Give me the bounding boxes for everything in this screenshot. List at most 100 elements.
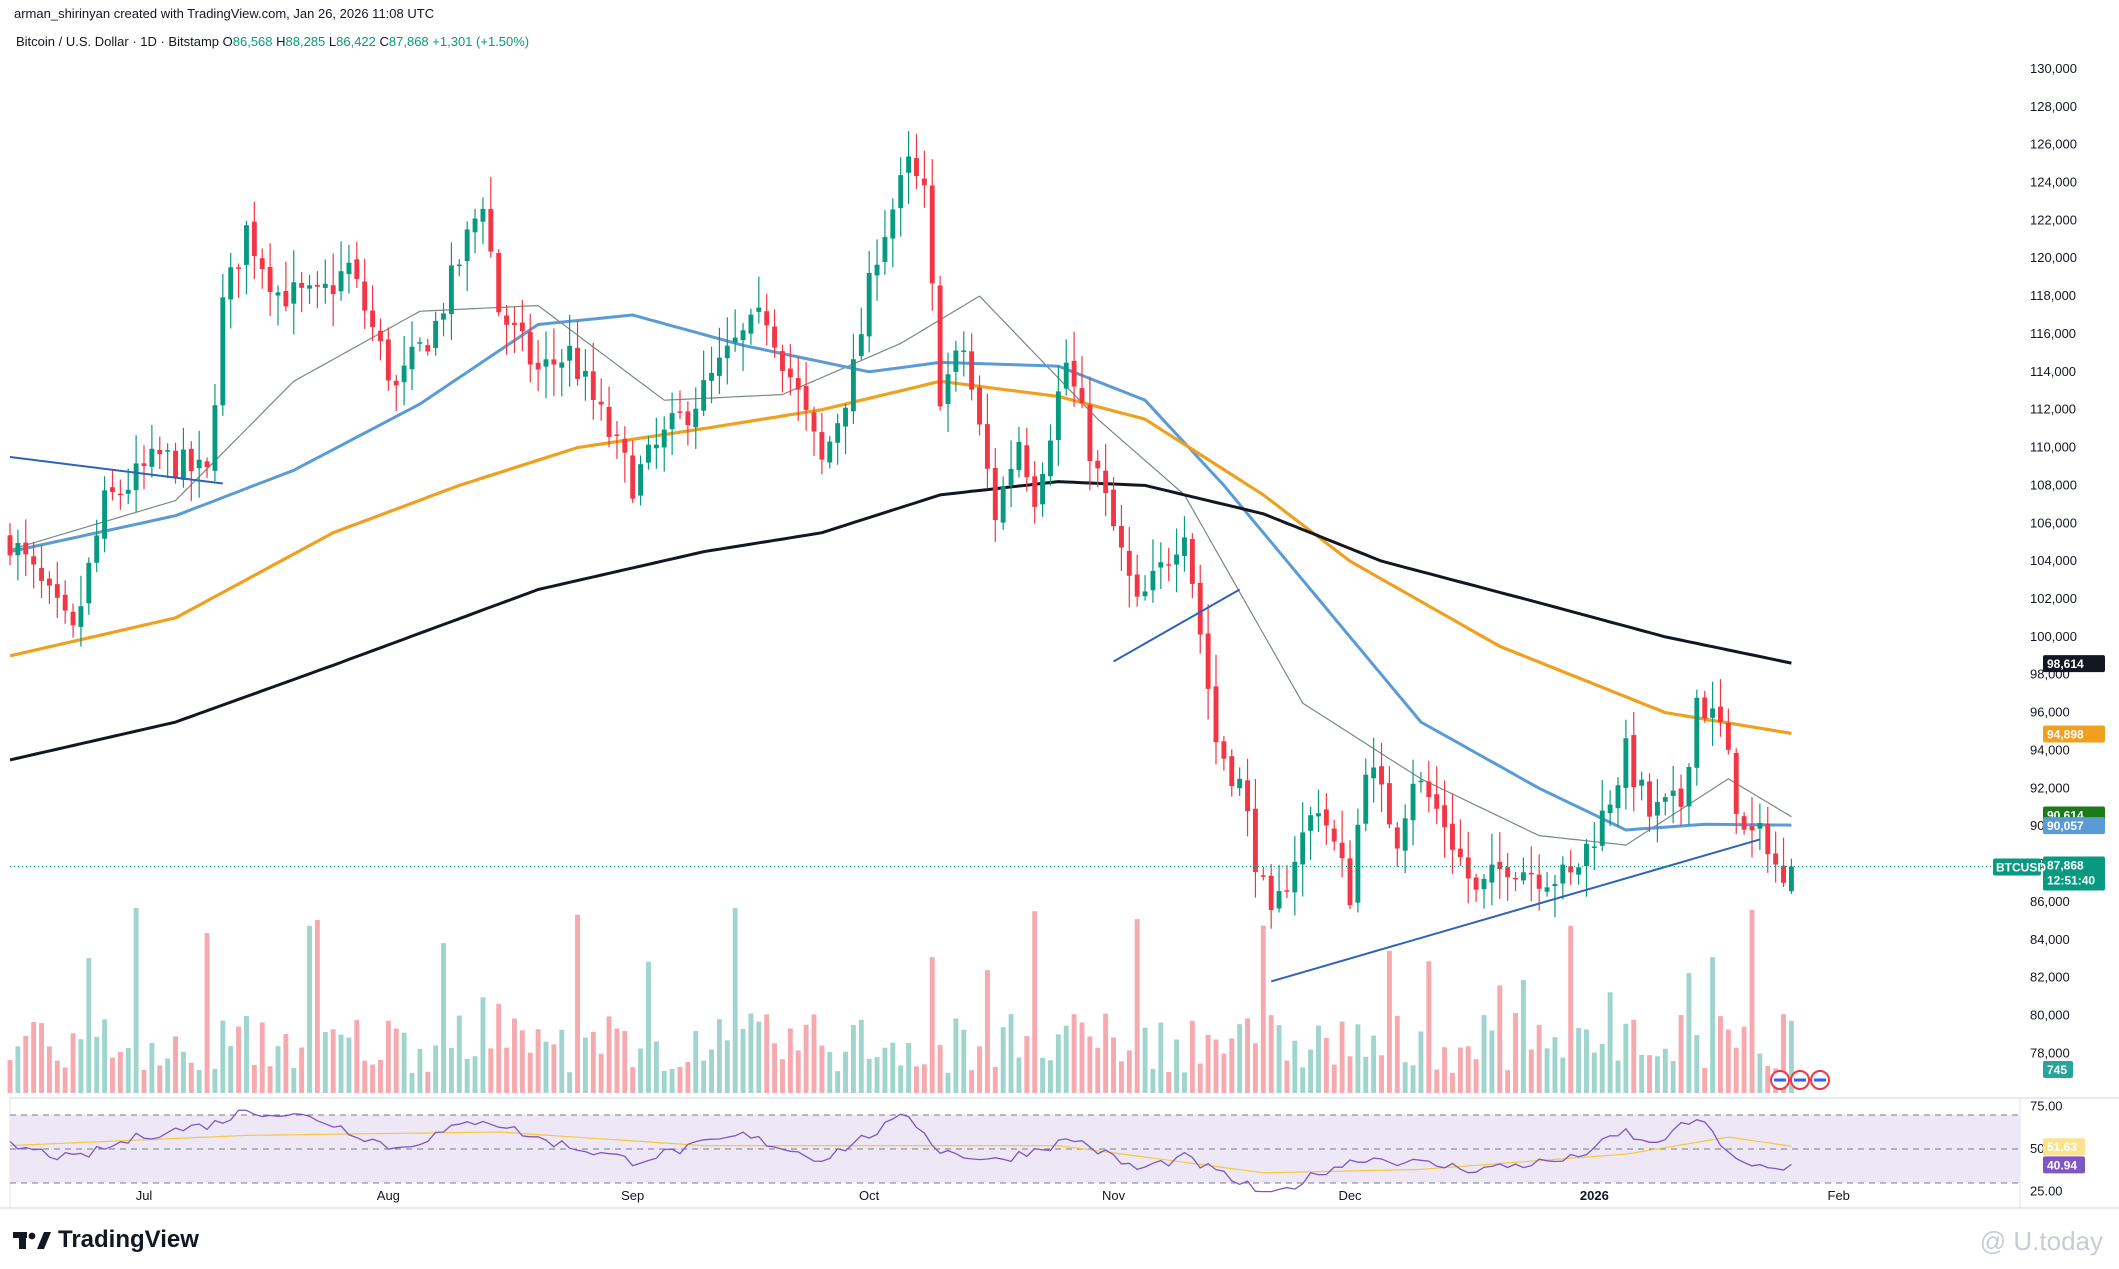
- candle-body[interactable]: [1347, 858, 1353, 906]
- candle-body[interactable]: [914, 158, 919, 176]
- volume-bar[interactable]: [275, 1046, 281, 1093]
- candle-body[interactable]: [1316, 813, 1321, 817]
- volume-bar[interactable]: [1788, 1020, 1794, 1093]
- volume-bar[interactable]: [1000, 1027, 1006, 1093]
- candle-body[interactable]: [1276, 891, 1282, 909]
- volume-bar[interactable]: [1095, 1047, 1101, 1093]
- volume-bar[interactable]: [1497, 985, 1503, 1093]
- volume-bar[interactable]: [535, 1029, 541, 1093]
- volume-bar[interactable]: [1063, 1025, 1069, 1093]
- volume-bar[interactable]: [811, 1014, 817, 1093]
- volume-bar[interactable]: [519, 1030, 525, 1093]
- volume-bar[interactable]: [724, 1040, 730, 1093]
- volume-bar[interactable]: [188, 1062, 194, 1093]
- candle-body[interactable]: [322, 283, 328, 288]
- candle-body[interactable]: [1355, 824, 1361, 903]
- volume-bar[interactable]: [543, 1041, 549, 1093]
- volume-bar[interactable]: [1323, 1037, 1329, 1093]
- candle-body[interactable]: [1528, 872, 1534, 875]
- candle-body[interactable]: [519, 322, 525, 332]
- candle-body[interactable]: [716, 357, 722, 376]
- candle-body[interactable]: [220, 297, 226, 406]
- candle-body[interactable]: [646, 444, 651, 463]
- volume-bar[interactable]: [291, 1067, 297, 1093]
- candle-body[interactable]: [543, 359, 549, 367]
- volume-bar[interactable]: [1418, 1031, 1424, 1093]
- candle-body[interactable]: [1134, 574, 1140, 597]
- volume-bar[interactable]: [1213, 1039, 1219, 1093]
- candle-body[interactable]: [39, 567, 44, 581]
- trendline[interactable]: [1270, 838, 1761, 983]
- volume-bar[interactable]: [984, 970, 990, 1093]
- volume-bar[interactable]: [1166, 1071, 1172, 1093]
- candle-body[interactable]: [1773, 853, 1779, 865]
- candle-body[interactable]: [117, 493, 123, 496]
- rsi-line[interactable]: [9, 1109, 1792, 1193]
- candle-body[interactable]: [527, 331, 533, 365]
- candle-body[interactable]: [1788, 866, 1794, 892]
- candle-body[interactable]: [54, 584, 60, 598]
- volume-bar[interactable]: [267, 1066, 273, 1093]
- candle-body[interactable]: [1189, 539, 1195, 584]
- candle-body[interactable]: [701, 380, 707, 411]
- candle-body[interactable]: [969, 351, 975, 390]
- candle-body[interactable]: [31, 556, 37, 565]
- volume-bar[interactable]: [1087, 1036, 1093, 1093]
- volume-bar[interactable]: [1505, 1070, 1511, 1093]
- volume-bar[interactable]: [464, 1058, 470, 1093]
- candle-body[interactable]: [212, 405, 218, 471]
- candle-body[interactable]: [1481, 878, 1487, 890]
- volume-bar[interactable]: [780, 1059, 785, 1093]
- candle-body[interactable]: [1654, 802, 1660, 816]
- candle-body[interactable]: [283, 290, 289, 307]
- candle-body[interactable]: [1402, 818, 1408, 851]
- candle-body[interactable]: [314, 284, 320, 287]
- candle-body[interactable]: [244, 225, 249, 265]
- candle-body[interactable]: [370, 310, 376, 328]
- volume-bar[interactable]: [1229, 1038, 1235, 1093]
- candle-body[interactable]: [1725, 722, 1731, 750]
- candle-body[interactable]: [622, 438, 628, 453]
- candle-body[interactable]: [299, 282, 305, 288]
- volume-bar[interactable]: [165, 1058, 171, 1093]
- candle-body[interactable]: [693, 408, 699, 428]
- candle-body[interactable]: [1142, 591, 1148, 597]
- candle-body[interactable]: [1103, 470, 1109, 494]
- volume-bar[interactable]: [433, 1045, 439, 1093]
- volume-bar[interactable]: [1111, 1037, 1116, 1093]
- trendline[interactable]: [9, 456, 223, 485]
- candle-body[interactable]: [1048, 440, 1053, 477]
- candle-body[interactable]: [614, 434, 620, 436]
- volume-bar[interactable]: [1150, 1068, 1156, 1093]
- candle-body[interactable]: [141, 463, 147, 466]
- volume-bar[interactable]: [685, 1061, 691, 1093]
- candle-body[interactable]: [1055, 391, 1061, 440]
- candle-body[interactable]: [1733, 752, 1739, 814]
- volume-bar[interactable]: [527, 1052, 533, 1093]
- volume-bar[interactable]: [1694, 1034, 1700, 1093]
- candle-body[interactable]: [23, 542, 29, 555]
- volume-bar[interactable]: [1781, 1014, 1786, 1093]
- candle-body[interactable]: [78, 606, 84, 627]
- volume-bar[interactable]: [646, 961, 651, 1093]
- volume-bar[interactable]: [401, 1032, 407, 1093]
- volume-bar[interactable]: [149, 1042, 155, 1093]
- volume-bar[interactable]: [330, 1029, 336, 1093]
- candle-body[interactable]: [1260, 875, 1266, 877]
- volume-bar[interactable]: [417, 1048, 423, 1093]
- candle-body[interactable]: [898, 175, 904, 209]
- volume-bar[interactable]: [39, 1022, 44, 1093]
- candle-body[interactable]: [1268, 875, 1274, 911]
- volume-bar[interactable]: [1245, 1018, 1250, 1093]
- volume-bar[interactable]: [236, 1026, 242, 1093]
- candle-body[interactable]: [1079, 388, 1085, 404]
- candle-body[interactable]: [1662, 797, 1668, 802]
- volume-bar[interactable]: [653, 1041, 659, 1093]
- volume-bar[interactable]: [819, 1045, 825, 1093]
- candle-body[interactable]: [1095, 460, 1101, 469]
- volume-bar[interactable]: [173, 1036, 178, 1093]
- candle-body[interactable]: [441, 313, 446, 320]
- volume-bar[interactable]: [1623, 1023, 1629, 1093]
- candle-body[interactable]: [630, 455, 636, 499]
- candle-body[interactable]: [1560, 864, 1566, 884]
